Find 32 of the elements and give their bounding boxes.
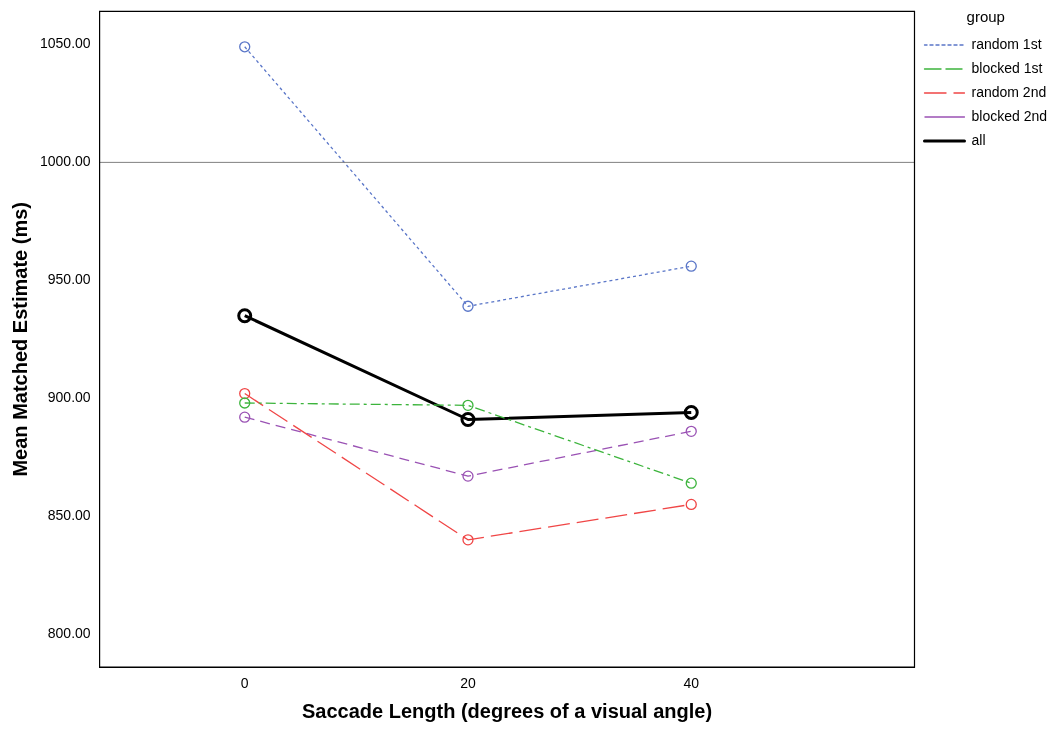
y-tick-label: 1050.00 xyxy=(40,35,91,52)
legend-label: random 2nd xyxy=(971,83,1047,100)
legend-label: blocked 1st xyxy=(971,59,1043,76)
point xyxy=(460,412,476,428)
point xyxy=(239,411,251,423)
point xyxy=(685,425,697,437)
point xyxy=(683,404,699,420)
point xyxy=(237,308,253,324)
legend-label: all xyxy=(971,131,986,148)
y-tick-label: 800.00 xyxy=(47,625,91,642)
point xyxy=(239,41,251,53)
x-tick-label: 40 xyxy=(683,675,700,692)
point xyxy=(462,470,474,482)
point xyxy=(239,397,251,409)
point xyxy=(462,300,474,312)
x-axis-title: Saccade Length (degrees of a visual angle) xyxy=(301,699,713,722)
point xyxy=(462,399,474,411)
y-tick-label: 950.00 xyxy=(47,271,91,288)
legend-title: group xyxy=(966,7,1005,25)
point xyxy=(685,498,697,511)
y-tick-label: 1000.00 xyxy=(40,153,91,170)
x-tick-label: 0 xyxy=(240,675,249,692)
point xyxy=(685,477,697,489)
legend-label: random 1st xyxy=(971,35,1042,52)
y-tick-label: 900.00 xyxy=(47,389,91,406)
y-tick-label: 850.00 xyxy=(47,507,91,524)
legend-label: blocked 2nd xyxy=(971,107,1048,124)
point xyxy=(239,387,251,400)
point xyxy=(685,260,697,272)
x-tick-label: 20 xyxy=(460,675,476,692)
point xyxy=(462,534,474,546)
y-axis-title: Mean Matched Estimate (ms) xyxy=(8,202,31,477)
